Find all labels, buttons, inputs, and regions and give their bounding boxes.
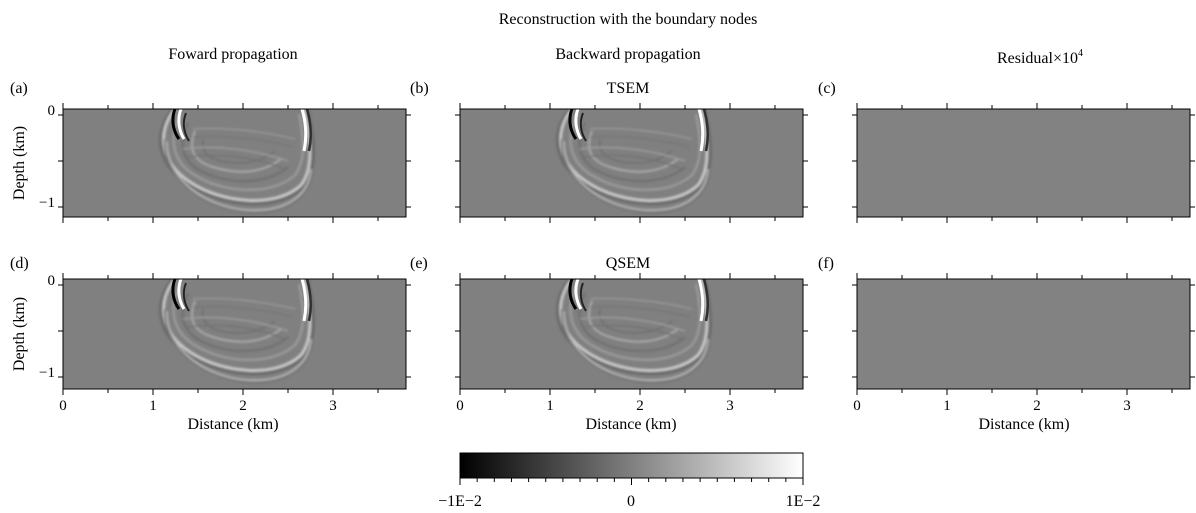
xtick-d-1: 1 <box>149 398 157 414</box>
column-title-forward: Foward propagation <box>168 46 297 63</box>
panel-d-image <box>63 279 406 391</box>
residual-title-exponent: 4 <box>1078 48 1083 59</box>
xtick-e-2: 2 <box>636 398 644 414</box>
panel-e-frame <box>459 278 804 390</box>
panel-letter-a: (a) <box>10 80 28 97</box>
row-label-qsem: QSEM <box>606 255 650 272</box>
xlabel-f: Distance (km) <box>978 416 1069 433</box>
ylabel-bottom: Depth (km) <box>11 297 28 371</box>
xtick-f-3: 3 <box>1123 398 1131 414</box>
panel-letter-d: (d) <box>10 255 29 272</box>
xtick-e-0: 0 <box>456 398 464 414</box>
panel-letter-b: (b) <box>410 80 429 97</box>
panel-f-frame <box>856 278 1191 390</box>
xtick-d-2: 2 <box>239 398 247 414</box>
xtick-e-1: 1 <box>546 398 554 414</box>
panel-letter-c: (c) <box>818 80 836 97</box>
ytick-top-1: −1 <box>39 195 55 211</box>
panel-a-frame <box>62 108 407 218</box>
xtick-e-3: 3 <box>726 398 734 414</box>
ytick-bottom-1: −1 <box>39 365 55 381</box>
xtick-f-1: 1 <box>943 398 951 414</box>
xtick-f-0: 0 <box>853 398 861 414</box>
xlabel-e: Distance (km) <box>585 416 676 433</box>
xlabel-d: Distance (km) <box>187 416 278 433</box>
panel-c-image <box>857 109 1190 217</box>
column-title-residual: Residual×104 <box>997 48 1083 67</box>
panel-e-image <box>460 279 803 391</box>
row-label-tsem: TSEM <box>607 80 650 97</box>
panel-f-image <box>857 279 1190 389</box>
panel-d-frame <box>62 278 407 390</box>
axis-ticks <box>58 103 1195 485</box>
colorbar <box>459 452 804 479</box>
panel-f-texture <box>857 279 1190 389</box>
xtick-d-3: 3 <box>329 398 337 414</box>
ytick-top-0: 0 <box>48 103 56 119</box>
panel-a-image <box>63 109 406 221</box>
column-title-backward: Backward propagation <box>555 46 700 63</box>
panel-b-image <box>460 109 803 221</box>
colorbar-max-label: 1E−2 <box>786 493 821 510</box>
ylabel-top: Depth (km) <box>11 126 28 200</box>
colorbar-min-label: −1E−2 <box>438 493 482 510</box>
ytick-bottom-0: 0 <box>48 273 56 289</box>
figure-title: Reconstruction with the boundary nodes <box>499 11 758 28</box>
panel-c-texture <box>857 109 1190 217</box>
panel-letter-e: (e) <box>410 255 428 272</box>
xtick-d-0: 0 <box>59 398 67 414</box>
panel-b-frame <box>459 108 804 218</box>
xtick-f-2: 2 <box>1033 398 1041 414</box>
panel-c-frame <box>856 108 1191 218</box>
panel-letter-f: (f) <box>818 255 834 272</box>
colorbar-mid-label: 0 <box>627 493 635 510</box>
residual-title-text: Residual×10 <box>997 50 1078 67</box>
